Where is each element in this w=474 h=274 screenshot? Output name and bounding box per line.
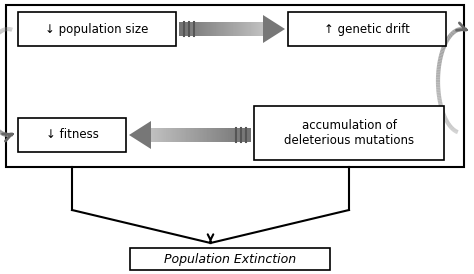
- Bar: [6, 5, 464, 167]
- Text: Population Extinction: Population Extinction: [164, 253, 296, 266]
- Bar: [18, 12, 176, 46]
- Text: ↓ population size: ↓ population size: [46, 22, 149, 36]
- Bar: [18, 118, 126, 152]
- Bar: [130, 248, 330, 270]
- Text: accumulation of
deleterious mutations: accumulation of deleterious mutations: [284, 119, 414, 147]
- Text: ↑ genetic drift: ↑ genetic drift: [324, 22, 410, 36]
- Bar: [288, 12, 446, 46]
- Bar: [254, 106, 444, 160]
- Text: ↓ fitness: ↓ fitness: [46, 129, 99, 141]
- Polygon shape: [263, 15, 285, 43]
- Polygon shape: [129, 121, 151, 149]
